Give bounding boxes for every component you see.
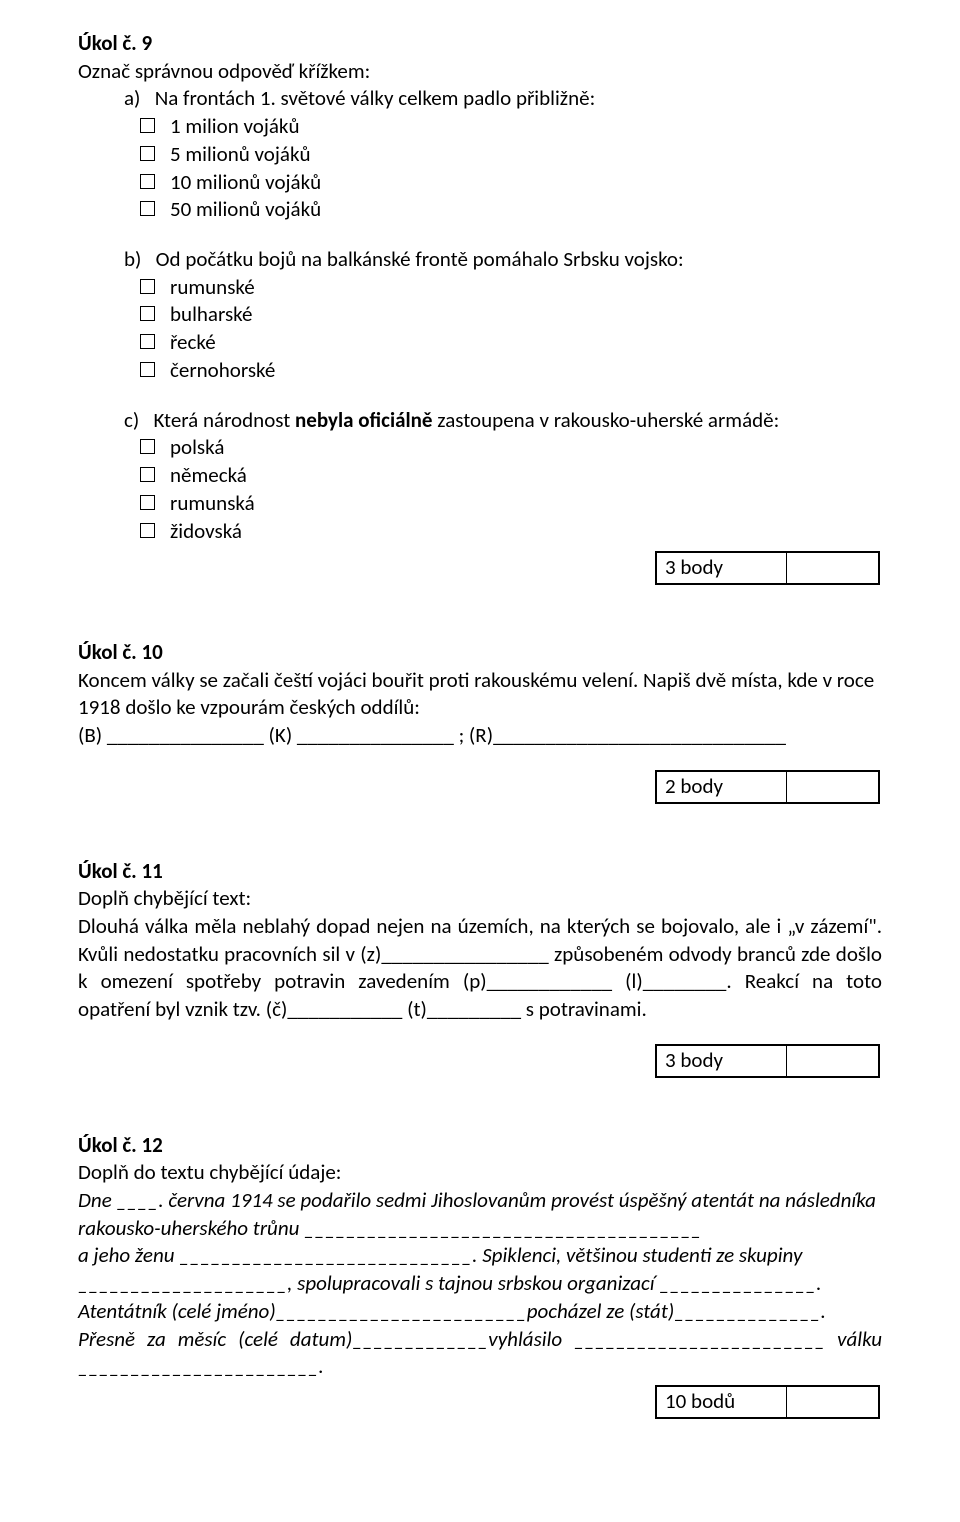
- option-label: černohorské: [170, 357, 275, 383]
- task-9-c-opt-2: rumunská: [78, 490, 882, 518]
- checkbox-icon[interactable]: [140, 146, 155, 161]
- task-9-c: c) Která národnost nebyla oficiálně zast…: [101, 407, 882, 435]
- option-label: židovská: [170, 518, 242, 544]
- task-12: Úkol č. 12 Doplň do textu chybějící údaj…: [78, 1132, 882, 1419]
- checkbox-icon[interactable]: [140, 467, 155, 482]
- option-label: německá: [170, 462, 247, 488]
- task-11-title: Úkol č. 11: [78, 858, 882, 886]
- task-9-b: b) Od počátku bojů na balkánské frontě p…: [101, 246, 882, 274]
- task-9-c-opt-3: židovská: [78, 518, 882, 546]
- score-label: 3 body: [657, 553, 787, 584]
- task-11: Úkol č. 11 Doplň chybějící text: Dlouhá …: [78, 858, 882, 1078]
- option-label: 1 milion vojáků: [170, 113, 300, 139]
- task-9-a-label: a): [124, 85, 140, 111]
- task-9-title: Úkol č. 9: [78, 30, 882, 58]
- task-9: Úkol č. 9 Označ správnou odpověď křížkem…: [78, 30, 882, 585]
- task-10-line: (B) _______________ (K) _______________ …: [78, 722, 882, 750]
- task-9-b-opt-3: černohorské: [78, 357, 882, 385]
- checkbox-icon[interactable]: [140, 174, 155, 189]
- task-12-line3: Atentátník (celé jméno)_________________…: [78, 1298, 882, 1326]
- task-10: Úkol č. 10 Koncem války se začali čeští …: [78, 639, 882, 804]
- task-9-a-opt-1: 5 milionů vojáků: [78, 141, 882, 169]
- task-9-a: a) Na frontách 1. světové války celkem p…: [101, 85, 882, 113]
- option-label: řecké: [170, 329, 216, 355]
- score-label: 10 bodů: [657, 1387, 787, 1418]
- task-12-score: 10 bodů: [78, 1385, 882, 1419]
- score-label: 2 body: [657, 771, 787, 802]
- task-9-c-text-bold: nebyla oficiálně: [295, 407, 432, 433]
- option-label: rumunské: [170, 274, 255, 300]
- option-label: rumunská: [170, 490, 255, 516]
- option-label: bulharské: [170, 301, 252, 327]
- checkbox-icon[interactable]: [140, 334, 155, 349]
- task-9-c-opt-1: německá: [78, 462, 882, 490]
- task-9-a-text: Na frontách 1. světové války celkem padl…: [155, 85, 596, 111]
- task-9-score: 3 body: [78, 551, 882, 585]
- checkbox-icon[interactable]: [140, 118, 155, 133]
- task-12-line4: Přesně za měsíc (celé datum)____________…: [78, 1326, 882, 1381]
- checkbox-icon[interactable]: [140, 523, 155, 538]
- score-blank: [787, 771, 879, 802]
- task-9-c-label: c): [124, 407, 139, 433]
- task-9-b-opt-2: řecké: [78, 329, 882, 357]
- option-label: 5 milionů vojáků: [170, 141, 311, 167]
- task-9-a-opt-3: 50 milionů vojáků: [78, 196, 882, 224]
- task-12-sub: Doplň do textu chybějící údaje:: [78, 1159, 882, 1187]
- task-9-b-label: b): [124, 246, 141, 272]
- task-9-b-opt-0: rumunské: [78, 274, 882, 302]
- task-12-line1: Dne ____. června 1914 se podařilo sedmi …: [78, 1187, 882, 1242]
- checkbox-icon[interactable]: [140, 279, 155, 294]
- score-label: 3 body: [657, 1045, 787, 1076]
- score-blank: [787, 1045, 879, 1076]
- task-9-b-text: Od počátku bojů na balkánské frontě pomá…: [156, 246, 684, 272]
- task-11-paragraph: Dlouhá válka měla neblahý dopad nejen na…: [78, 913, 882, 1024]
- task-9-c-text-pre: Která národnost: [154, 407, 296, 433]
- option-label: 50 milionů vojáků: [170, 196, 321, 222]
- task-10-title: Úkol č. 10: [78, 639, 882, 667]
- task-9-b-opt-1: bulharské: [78, 301, 882, 329]
- task-11-score: 3 body: [78, 1044, 882, 1078]
- task-10-text: Koncem války se začali čeští vojáci bouř…: [78, 667, 882, 722]
- checkbox-icon[interactable]: [140, 495, 155, 510]
- score-blank: [787, 553, 879, 584]
- option-label: 10 milionů vojáků: [170, 169, 321, 195]
- score-blank: [787, 1387, 879, 1418]
- task-12-line2: a jeho ženu ____________________________…: [78, 1242, 882, 1297]
- task-9-a-opt-0: 1 milion vojáků: [78, 113, 882, 141]
- checkbox-icon[interactable]: [140, 439, 155, 454]
- task-9-c-text-post: zastoupena v rakousko-uherské armádě:: [433, 407, 780, 433]
- task-9-c-opt-0: polská: [78, 434, 882, 462]
- checkbox-icon[interactable]: [140, 306, 155, 321]
- task-9-intro: Označ správnou odpověď křížkem:: [78, 58, 882, 86]
- task-11-sub: Doplň chybějící text:: [78, 885, 882, 913]
- checkbox-icon[interactable]: [140, 201, 155, 216]
- checkbox-icon[interactable]: [140, 362, 155, 377]
- task-10-score: 2 body: [78, 770, 882, 804]
- task-9-a-opt-2: 10 milionů vojáků: [78, 169, 882, 197]
- task-12-title: Úkol č. 12: [78, 1132, 882, 1160]
- option-label: polská: [170, 434, 224, 460]
